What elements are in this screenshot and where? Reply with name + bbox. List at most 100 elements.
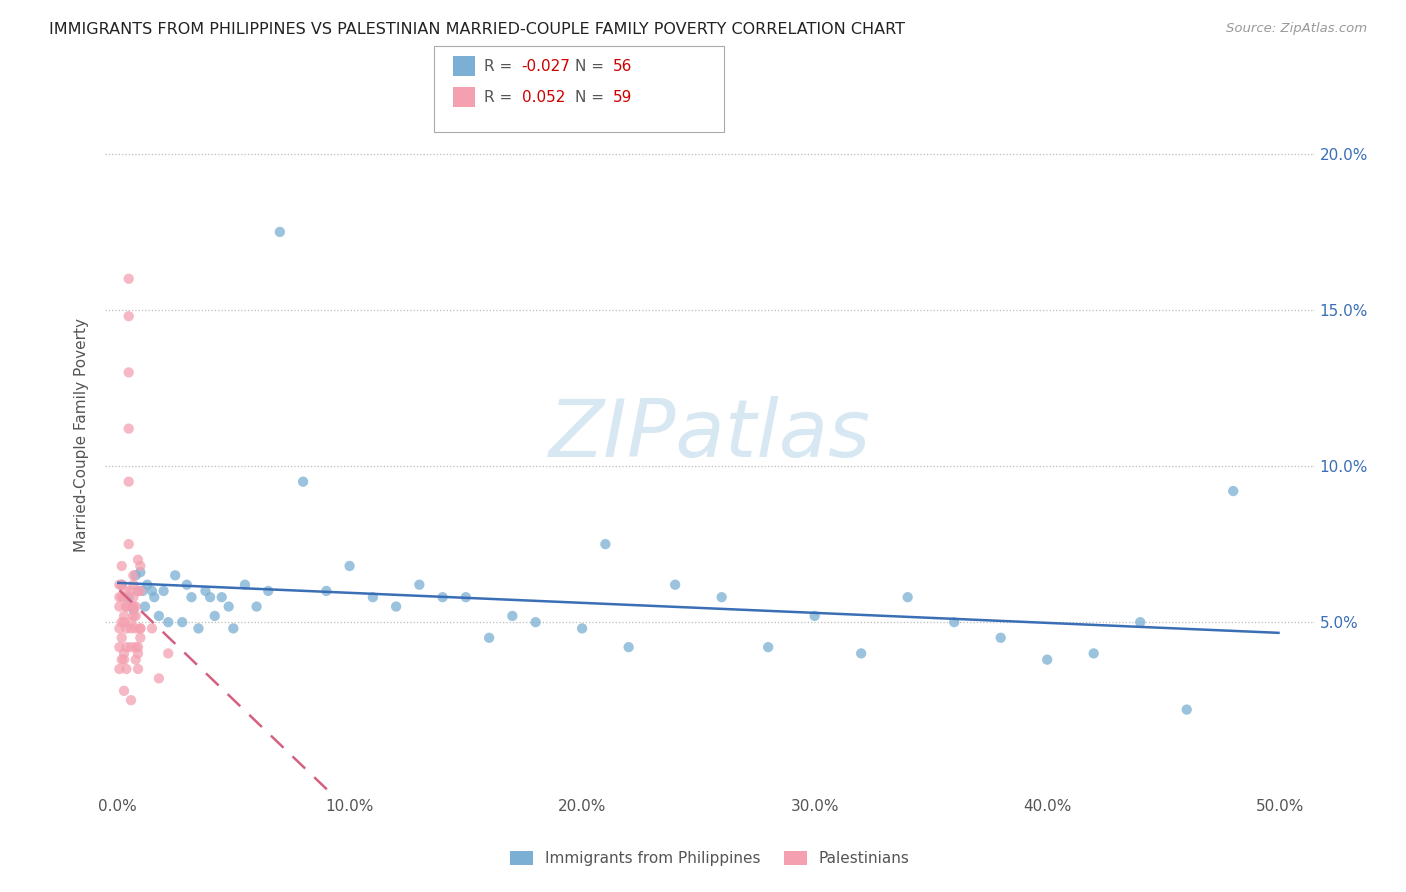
Point (204, 609, 226, 624)
Point (233, 578, 256, 592)
Point (501, 609, 523, 624)
Text: ZIPatlas: ZIPatlas (548, 396, 872, 474)
Point (108, 621, 131, 635)
Point (108, 591, 131, 605)
Point (115, 599, 138, 614)
Point (1129, 615, 1152, 630)
Point (218, 599, 240, 614)
Point (122, 568, 145, 582)
Point (112, 615, 135, 630)
Point (111, 591, 134, 605)
Point (120, 693, 142, 707)
Point (315, 584, 337, 599)
Point (432, 591, 454, 605)
Point (111, 578, 134, 592)
Point (222, 621, 245, 635)
Point (120, 621, 142, 635)
Point (108, 578, 131, 592)
Point (118, 366, 141, 380)
Point (664, 578, 686, 592)
Point (118, 537, 141, 551)
Point (124, 568, 148, 582)
Text: 59: 59 (613, 90, 633, 104)
Text: 56: 56 (613, 59, 633, 73)
Point (118, 422, 141, 436)
Point (180, 591, 202, 605)
Point (187, 621, 209, 635)
Point (454, 591, 477, 605)
Point (134, 599, 156, 614)
Point (124, 640, 148, 655)
Text: N =: N = (575, 90, 609, 104)
Point (118, 310, 141, 324)
Point (478, 631, 501, 645)
Text: 0.052: 0.052 (522, 90, 565, 104)
Point (112, 646, 135, 660)
Point (849, 646, 872, 660)
Point (165, 568, 187, 582)
Point (136, 578, 159, 592)
Point (112, 609, 135, 624)
Point (115, 640, 138, 655)
Point (292, 475, 315, 489)
Point (198, 591, 221, 605)
Point (112, 653, 135, 667)
Text: IMMIGRANTS FROM PHILIPPINES VS PALESTINIAN MARRIED-COUPLE FAMILY POVERTY CORRELA: IMMIGRANTS FROM PHILIPPINES VS PALESTINI… (49, 22, 905, 37)
Point (122, 603, 145, 617)
Point (124, 653, 148, 667)
Point (990, 631, 1012, 645)
Point (120, 615, 142, 630)
Point (127, 552, 149, 567)
Point (115, 599, 138, 614)
Point (897, 591, 920, 605)
Point (112, 591, 135, 605)
Point (1222, 483, 1244, 498)
Point (408, 578, 430, 592)
Point (115, 662, 138, 676)
Point (157, 646, 180, 660)
Point (524, 615, 547, 630)
Point (1083, 646, 1105, 660)
Point (120, 599, 142, 614)
Point (129, 566, 152, 580)
Point (141, 584, 163, 599)
Point (129, 584, 152, 599)
Point (361, 591, 384, 605)
Point (710, 591, 733, 605)
Point (127, 584, 149, 599)
Point (108, 640, 131, 655)
Point (111, 578, 134, 592)
Point (120, 584, 142, 599)
Point (127, 584, 149, 599)
Point (246, 599, 269, 614)
Point (122, 578, 145, 592)
Point (127, 662, 149, 676)
Point (122, 609, 145, 624)
Point (269, 225, 291, 239)
Point (756, 640, 779, 655)
Point (943, 615, 966, 630)
Point (1175, 703, 1198, 717)
Point (148, 609, 170, 624)
Text: Source: ZipAtlas.com: Source: ZipAtlas.com (1226, 22, 1367, 36)
Legend: Immigrants from Philippines, Palestinians: Immigrants from Philippines, Palestinian… (505, 845, 915, 872)
Point (124, 599, 148, 614)
Y-axis label: Married-Couple Family Poverty: Married-Couple Family Poverty (75, 318, 90, 552)
Point (127, 640, 149, 655)
Point (257, 584, 280, 599)
Point (108, 662, 131, 676)
Point (595, 537, 617, 551)
Point (111, 653, 134, 667)
Point (157, 615, 180, 630)
Point (111, 615, 134, 630)
Point (122, 599, 145, 614)
Point (172, 615, 194, 630)
Point (124, 609, 148, 624)
Point (152, 584, 174, 599)
Point (118, 475, 141, 489)
Point (129, 558, 152, 574)
Point (129, 631, 152, 645)
Point (194, 584, 217, 599)
Point (124, 621, 148, 635)
Point (1036, 653, 1059, 667)
